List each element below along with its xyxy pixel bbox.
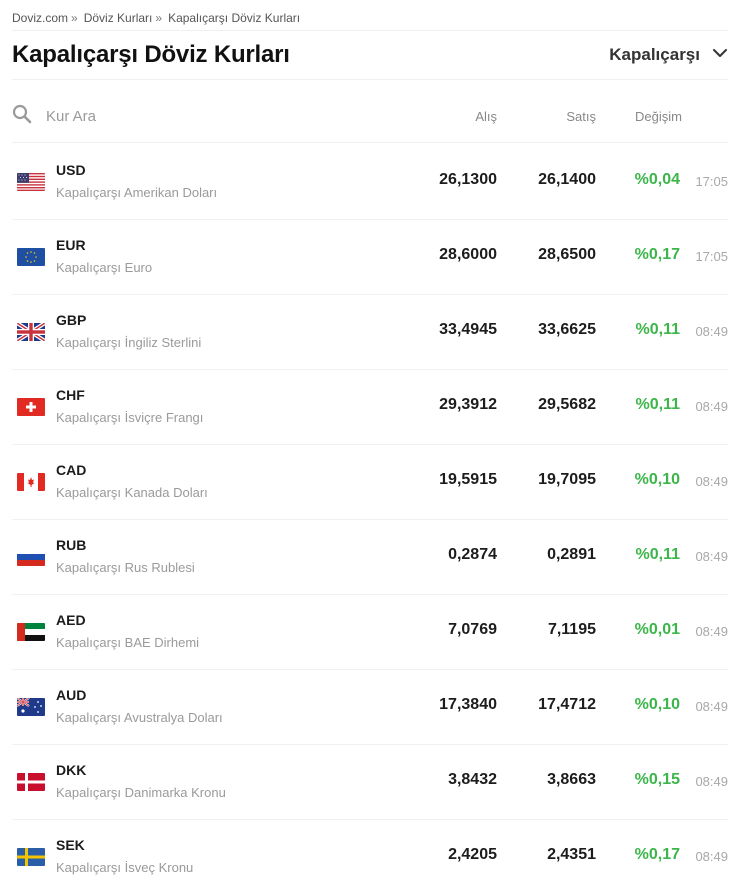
currency-row[interactable]: RUB Kapalıçarşı Rus Rublesi 0,2874 0,289… — [12, 520, 728, 595]
currency-name: Kapalıçarşı Amerikan Doları — [56, 185, 218, 200]
sell-price: 33,6625 — [538, 321, 596, 338]
change-percent: %0,15 — [634, 771, 680, 788]
us-flag-icon — [17, 173, 45, 191]
buy-price: 2,4205 — [448, 846, 497, 863]
update-time: 08:49 — [695, 474, 728, 489]
column-header-change[interactable]: Değişim — [635, 108, 682, 124]
search-icon[interactable] — [12, 104, 32, 129]
currency-row[interactable]: CAD Kapalıçarşı Kanada Doları 19,5915 19… — [12, 445, 728, 520]
change-percent: %0,10 — [634, 696, 680, 713]
column-header-buy[interactable]: Alış — [475, 108, 497, 124]
ru-flag-icon — [17, 548, 45, 566]
currency-name: Kapalıçarşı Avustralya Doları — [56, 710, 223, 725]
currency-row[interactable]: DKK Kapalıçarşı Danimarka Kronu 3,8432 3… — [12, 745, 728, 820]
change-percent: %0,01 — [634, 621, 680, 638]
buy-price: 17,3840 — [439, 696, 497, 713]
currency-name: Kapalıçarşı BAE Dirhemi — [56, 635, 200, 650]
currency-name: Kapalıçarşı Euro — [56, 260, 153, 275]
sell-price: 2,4351 — [547, 846, 596, 863]
update-time: 17:05 — [695, 174, 728, 189]
currency-row[interactable]: USD Kapalıçarşı Amerikan Doları 26,1300 … — [12, 145, 728, 220]
sell-price: 29,5682 — [538, 396, 596, 413]
sell-price: 0,2891 — [547, 546, 596, 563]
change-percent: %0,11 — [635, 396, 680, 413]
currency-code: AED — [56, 612, 86, 628]
sell-price: 19,7095 — [538, 471, 596, 488]
currency-row[interactable]: AUD Kapalıçarşı Avustralya Doları 17,384… — [12, 670, 728, 745]
ca-flag-icon — [17, 473, 45, 491]
update-time: 08:49 — [695, 624, 728, 639]
buy-price: 3,8432 — [448, 771, 497, 788]
currency-name: Kapalıçarşı İngiliz Sterlini — [56, 335, 202, 350]
buy-price: 26,1300 — [439, 171, 497, 188]
update-time: 08:49 — [695, 324, 728, 339]
market-dropdown-value: Kapalıçarşı — [609, 45, 700, 64]
currency-code: SEK — [56, 837, 85, 853]
currency-name: Kapalıçarşı İsviçre Frangı — [56, 410, 204, 425]
update-time: 08:49 — [695, 699, 728, 714]
column-header-sell[interactable]: Satış — [566, 108, 596, 124]
market-dropdown[interactable]: Kapalıçarşı — [609, 45, 728, 66]
update-time: 08:49 — [695, 399, 728, 414]
se-flag-icon — [17, 848, 45, 866]
sell-price: 17,4712 — [538, 696, 596, 713]
breadcrumb-current: Kapalıçarşı Döviz Kurları — [168, 11, 301, 25]
sell-price: 28,6500 — [538, 246, 596, 263]
update-time: 17:05 — [695, 249, 728, 264]
currency-name: Kapalıçarşı İsveç Kronu — [56, 860, 194, 875]
au-flag-icon — [17, 698, 45, 716]
currency-name: Kapalıçarşı Danimarka Kronu — [56, 785, 226, 800]
ch-flag-icon — [17, 398, 45, 416]
currency-code: DKK — [56, 762, 87, 778]
title-bar: Kapalıçarşı Döviz Kurları Kapalıçarşı — [12, 30, 728, 80]
currency-code: EUR — [56, 237, 86, 253]
currency-code: RUB — [56, 537, 87, 553]
ae-flag-icon — [17, 623, 45, 641]
currency-row[interactable]: CHF Kapalıçarşı İsviçre Frangı 29,3912 2… — [12, 370, 728, 445]
breadcrumb-doviz-kurlari-link[interactable]: Döviz Kurları — [83, 11, 153, 25]
currency-code: USD — [56, 162, 86, 178]
update-time: 08:49 — [695, 549, 728, 564]
buy-price: 33,4945 — [439, 321, 497, 338]
search-box — [12, 104, 728, 129]
currency-row[interactable]: SEK Kapalıçarşı İsveç Kronu 2,4205 2,435… — [12, 820, 728, 884]
buy-price: 0,2874 — [448, 546, 497, 563]
change-percent: %0,17 — [634, 246, 680, 263]
sell-price: 26,1400 — [538, 171, 596, 188]
breadcrumb: Doviz.com » Döviz Kurları » Kapalıçarşı … — [12, 11, 300, 25]
eu-flag-icon — [17, 248, 45, 266]
currency-code: CAD — [56, 462, 87, 478]
currency-name: Kapalıçarşı Rus Rublesi — [56, 560, 195, 575]
change-percent: %0,17 — [634, 846, 680, 863]
buy-price: 29,3912 — [439, 396, 497, 413]
buy-price: 28,6000 — [439, 246, 497, 263]
sell-price: 3,8663 — [547, 771, 596, 788]
breadcrumb-separator: » — [71, 11, 78, 25]
change-percent: %0,04 — [634, 171, 680, 188]
update-time: 08:49 — [695, 774, 728, 789]
currency-name: Kapalıçarşı Kanada Doları — [56, 485, 208, 500]
update-time: 08:49 — [695, 849, 728, 864]
change-percent: %0,11 — [635, 321, 680, 338]
buy-price: 7,0769 — [448, 621, 497, 638]
currency-row[interactable]: EUR Kapalıçarşı Euro 28,6000 28,6500 %0,… — [12, 220, 728, 295]
currency-row[interactable]: GBP Kapalıçarşı İngiliz Sterlini 33,4945… — [12, 295, 728, 370]
breadcrumb-home-link[interactable]: Doviz.com — [12, 11, 69, 25]
currency-row[interactable]: AED Kapalıçarşı BAE Dirhemi 7,0769 7,119… — [12, 595, 728, 670]
chevron-down-icon — [712, 45, 728, 66]
dk-flag-icon — [17, 773, 45, 791]
currency-code: AUD — [56, 687, 87, 703]
breadcrumb-separator: » — [155, 11, 163, 25]
currency-list: USD Kapalıçarşı Amerikan Doları 26,1300 … — [12, 145, 728, 884]
change-percent: %0,11 — [635, 546, 680, 563]
table-header: Alış Satış Değişim — [12, 90, 728, 143]
buy-price: 19,5915 — [439, 471, 497, 488]
search-input[interactable] — [46, 107, 246, 125]
change-percent: %0,10 — [634, 471, 680, 488]
currency-code: GBP — [56, 312, 87, 328]
sell-price: 7,1195 — [547, 621, 596, 638]
page-title: Kapalıçarşı Döviz Kurları — [12, 41, 290, 68]
currency-code: CHF — [56, 387, 85, 403]
gb-flag-icon — [17, 323, 45, 341]
